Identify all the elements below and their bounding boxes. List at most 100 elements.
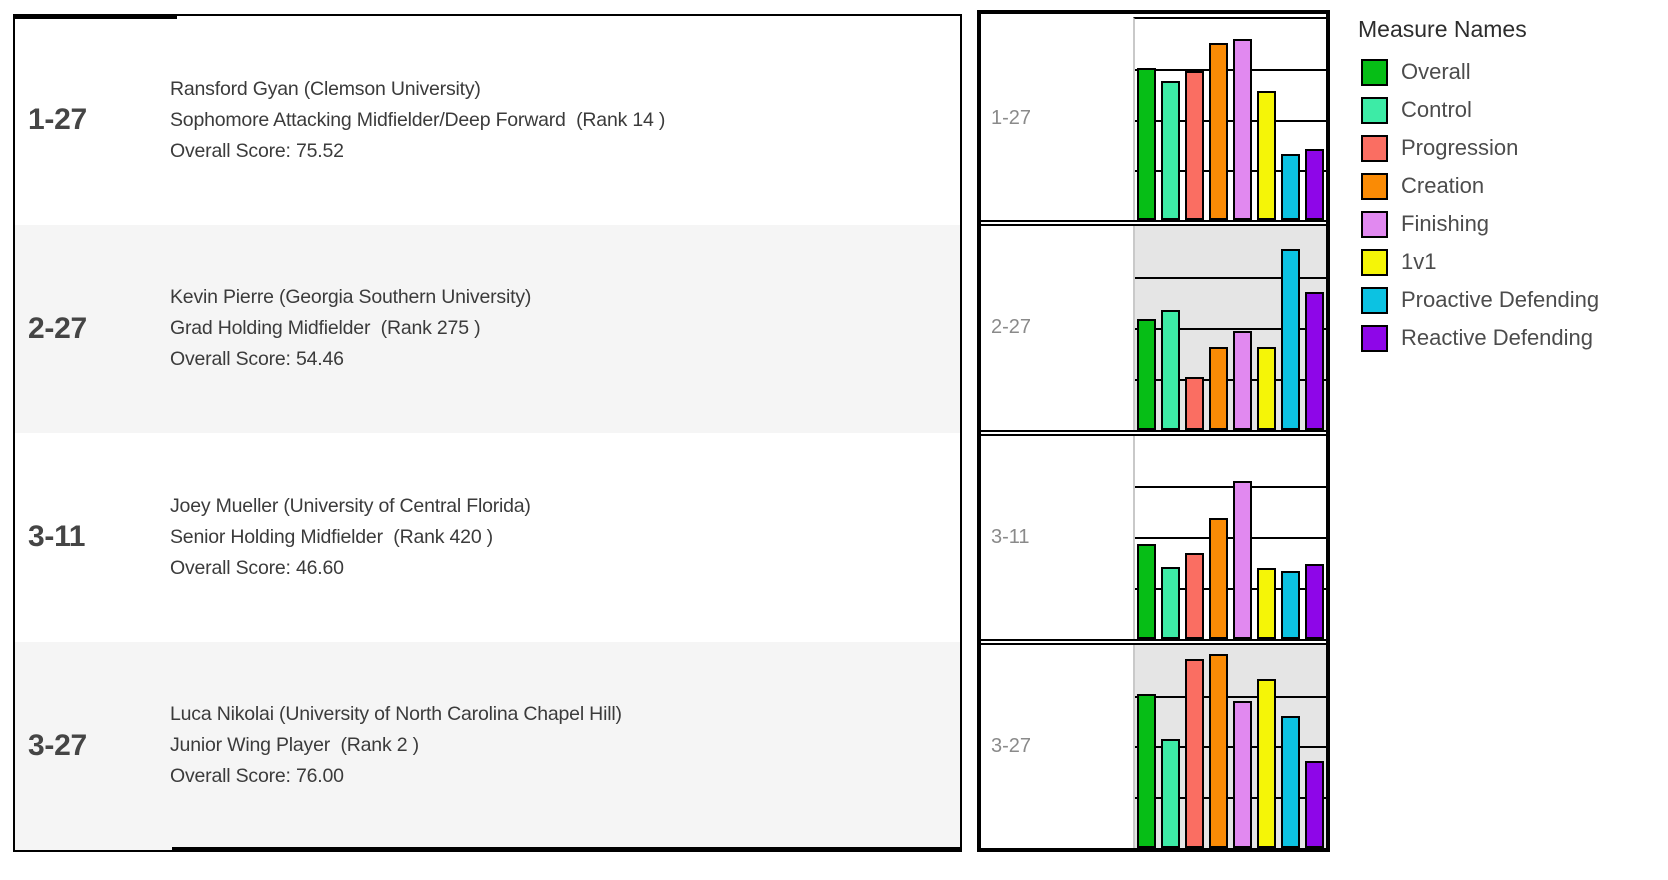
player-score: Overall Score: 75.52	[170, 139, 344, 162]
bar-finishing[interactable]	[1233, 700, 1252, 848]
bar-progression[interactable]	[1185, 71, 1204, 221]
player-details: Kevin Pierre (Georgia Southern Universit…	[170, 225, 960, 434]
bar-1v1[interactable]	[1257, 91, 1276, 221]
bar-overall[interactable]	[1137, 693, 1156, 848]
table-row[interactable]: 2-27 Kevin Pierre (Georgia Southern Univ…	[15, 224, 960, 434]
legend-label: Overall	[1401, 59, 1471, 84]
bar-overall[interactable]	[1137, 318, 1156, 430]
1v1-swatch-icon	[1361, 248, 1388, 276]
bar-creation[interactable]	[1209, 653, 1228, 848]
player-score: Overall Score: 46.60	[170, 556, 344, 579]
bar-finishing[interactable]	[1233, 481, 1252, 639]
chart-row-label[interactable]: 3-27	[981, 644, 1133, 848]
gridline	[1135, 327, 1326, 330]
player-id: 2-27	[28, 311, 87, 345]
chart-row-label[interactable]: 1-27	[981, 17, 1133, 221]
chart-row: 1-27	[981, 17, 1326, 223]
legend-item-progression[interactable]: Progression	[1356, 129, 1656, 167]
gridline	[1135, 119, 1326, 122]
bar-creation[interactable]	[1209, 43, 1228, 221]
chart-row: 3-27	[981, 642, 1326, 848]
table-row[interactable]: 1-27 Ransford Gyan (Clemson University) …	[15, 16, 960, 225]
table-border-accent-top	[13, 14, 177, 19]
player-id: 3-11	[28, 520, 86, 554]
bar-progression[interactable]	[1185, 553, 1204, 639]
legend-item-control[interactable]: Control	[1356, 91, 1656, 129]
chart-row: 3-11	[981, 433, 1326, 641]
legend-item-overall[interactable]: Overall	[1356, 53, 1656, 91]
gridline	[1135, 587, 1326, 590]
bar-creation[interactable]	[1209, 517, 1228, 639]
finishing-swatch-icon	[1361, 210, 1388, 238]
bar-1v1[interactable]	[1257, 347, 1276, 430]
bar-1v1[interactable]	[1257, 679, 1276, 848]
bar-reactive-defending[interactable]	[1305, 760, 1324, 848]
bar-creation[interactable]	[1209, 347, 1228, 430]
bar-proactive-defending[interactable]	[1281, 570, 1300, 639]
gridline	[1135, 277, 1326, 280]
legend-item-finishing[interactable]: Finishing	[1356, 205, 1656, 243]
bar-progression[interactable]	[1185, 658, 1204, 848]
bar-control[interactable]	[1161, 309, 1180, 430]
player-score: Overall Score: 54.46	[170, 348, 344, 371]
bar-overall[interactable]	[1137, 68, 1156, 221]
player-score: Overall Score: 76.00	[170, 765, 344, 788]
bar-group	[1135, 19, 1326, 221]
player-id: 1-27	[28, 103, 87, 137]
table-row[interactable]: 3-11 Joey Mueller (University of Central…	[15, 433, 960, 642]
bar-control[interactable]	[1161, 81, 1180, 221]
gridline	[1135, 797, 1326, 800]
bar-group	[1135, 226, 1326, 430]
bar-reactive-defending[interactable]	[1305, 292, 1324, 430]
gridline	[1135, 486, 1326, 489]
proactive-defending-swatch-icon	[1361, 286, 1388, 314]
player-table: 1-27 Ransford Gyan (Clemson University) …	[13, 14, 962, 852]
gridline	[1135, 169, 1326, 172]
legend-label: Progression	[1401, 135, 1519, 160]
bar-group	[1135, 436, 1326, 639]
table-row[interactable]: 3-27 Luca Nikolai (University of North C…	[15, 641, 960, 850]
bar-proactive-defending[interactable]	[1281, 153, 1300, 221]
bar-chart-panel: 1-27 2-27	[977, 10, 1330, 852]
bar-proactive-defending[interactable]	[1281, 248, 1300, 430]
bar-overall[interactable]	[1137, 544, 1156, 639]
gridline	[1135, 537, 1326, 540]
legend-item-1v1[interactable]: 1v1	[1356, 243, 1656, 281]
legend: Measure Names Overall Control Progressio…	[1356, 16, 1656, 357]
bar-proactive-defending[interactable]	[1281, 715, 1300, 848]
gridline	[1135, 746, 1326, 749]
bar-finishing[interactable]	[1233, 39, 1252, 221]
control-swatch-icon	[1361, 96, 1388, 124]
bar-progression[interactable]	[1185, 376, 1204, 430]
player-name: Luca Nikolai (University of North Caroli…	[170, 703, 622, 726]
gridline	[1135, 378, 1326, 381]
legend-label: Control	[1401, 97, 1472, 122]
legend-label: Proactive Defending	[1401, 287, 1600, 312]
player-position: Junior Wing Player (Rank 2 )	[170, 734, 419, 757]
overall-swatch-icon	[1361, 58, 1388, 86]
player-name: Ransford Gyan (Clemson University)	[170, 77, 481, 100]
chart-plot-area	[1133, 435, 1326, 639]
bar-reactive-defending[interactable]	[1305, 148, 1324, 221]
legend-title: Measure Names	[1358, 16, 1527, 42]
progression-swatch-icon	[1361, 134, 1388, 162]
bar-reactive-defending[interactable]	[1305, 563, 1324, 639]
chart-row-label[interactable]: 3-11	[981, 435, 1133, 639]
chart-row: 2-27	[981, 224, 1326, 432]
bar-finishing[interactable]	[1233, 330, 1252, 430]
chart-plot-area	[1133, 644, 1326, 848]
player-position: Grad Holding Midfielder (Rank 275 )	[170, 317, 481, 340]
legend-item-reactive-defending[interactable]: Reactive Defending	[1356, 319, 1656, 357]
player-name: Joey Mueller (University of Central Flor…	[170, 494, 531, 517]
reactive-defending-swatch-icon	[1361, 324, 1388, 352]
chart-plot-area	[1133, 17, 1326, 221]
bar-control[interactable]	[1161, 739, 1180, 848]
bar-1v1[interactable]	[1257, 567, 1276, 639]
legend-label: Reactive Defending	[1401, 325, 1594, 350]
player-details: Ransford Gyan (Clemson University) Sopho…	[170, 16, 960, 225]
legend-label: 1v1	[1401, 249, 1437, 274]
bar-control[interactable]	[1161, 566, 1180, 639]
legend-item-creation[interactable]: Creation	[1356, 167, 1656, 205]
legend-item-proactive-defending[interactable]: Proactive Defending	[1356, 281, 1656, 319]
chart-row-label[interactable]: 2-27	[981, 226, 1133, 430]
